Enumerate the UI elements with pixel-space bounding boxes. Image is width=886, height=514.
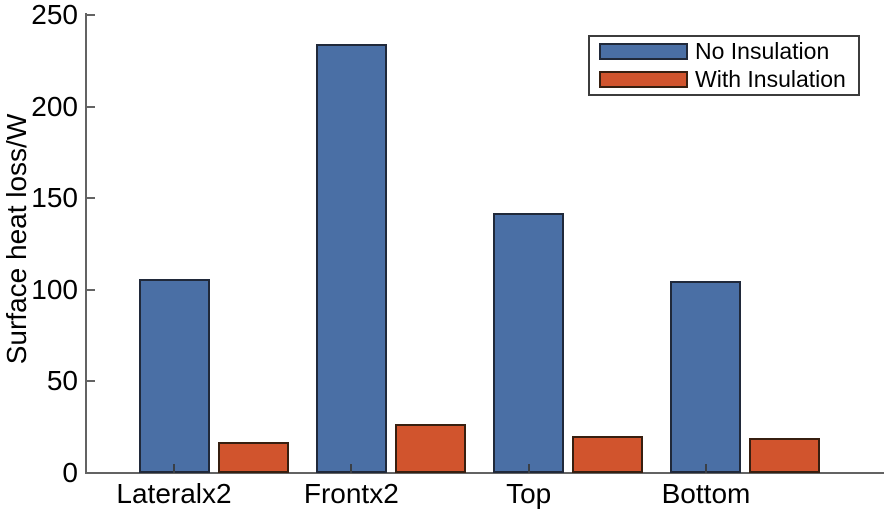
y-tick-label: 100 [31,273,78,305]
y-tick-mark [86,380,95,383]
y-tick-mark [86,288,95,291]
y-tick-label: 50 [46,365,78,397]
bar-with-insulation [572,436,644,473]
x-tick-mark [527,464,530,473]
y-tick-mark [86,14,95,16]
y-tick-label: 200 [31,90,78,122]
y-tick-label: 150 [31,182,78,214]
legend: No Insulation With Insulation [588,35,860,96]
bar-with-insulation [394,424,466,473]
bar-no-insulation [138,279,210,473]
bar-no-insulation [670,281,742,473]
bar-with-insulation [217,442,289,473]
legend-entry: With Insulation [599,66,858,93]
x-tick-mark [350,464,353,473]
x-tick-label: Top [506,478,552,509]
y-tick-mark [86,105,95,108]
bar-no-insulation [315,44,387,473]
legend-swatch [599,43,688,60]
x-tick-label: Frontx2 [303,478,399,509]
legend-label: No Insulation [695,38,830,64]
legend-entry: No Insulation [599,38,858,65]
bar-no-insulation [493,213,565,473]
y-axis-line [85,13,87,474]
plot-area [86,14,884,474]
y-tick-mark [86,472,95,474]
x-tick-label: Bottom [661,478,751,509]
y-tick-mark [86,197,95,200]
bar-with-insulation [749,438,821,473]
x-tick-label: Lateralx2 [116,478,232,509]
y-axis-label: Surface heat loss/W [1,113,32,365]
x-tick-mark [704,464,707,473]
x-tick-mark [173,464,175,473]
x-axis-line [85,472,884,474]
y-tick-label: 0 [62,457,78,488]
legend-label: With Insulation [695,66,846,92]
y-tick-label: 250 [31,0,78,30]
legend-swatch [599,71,688,88]
